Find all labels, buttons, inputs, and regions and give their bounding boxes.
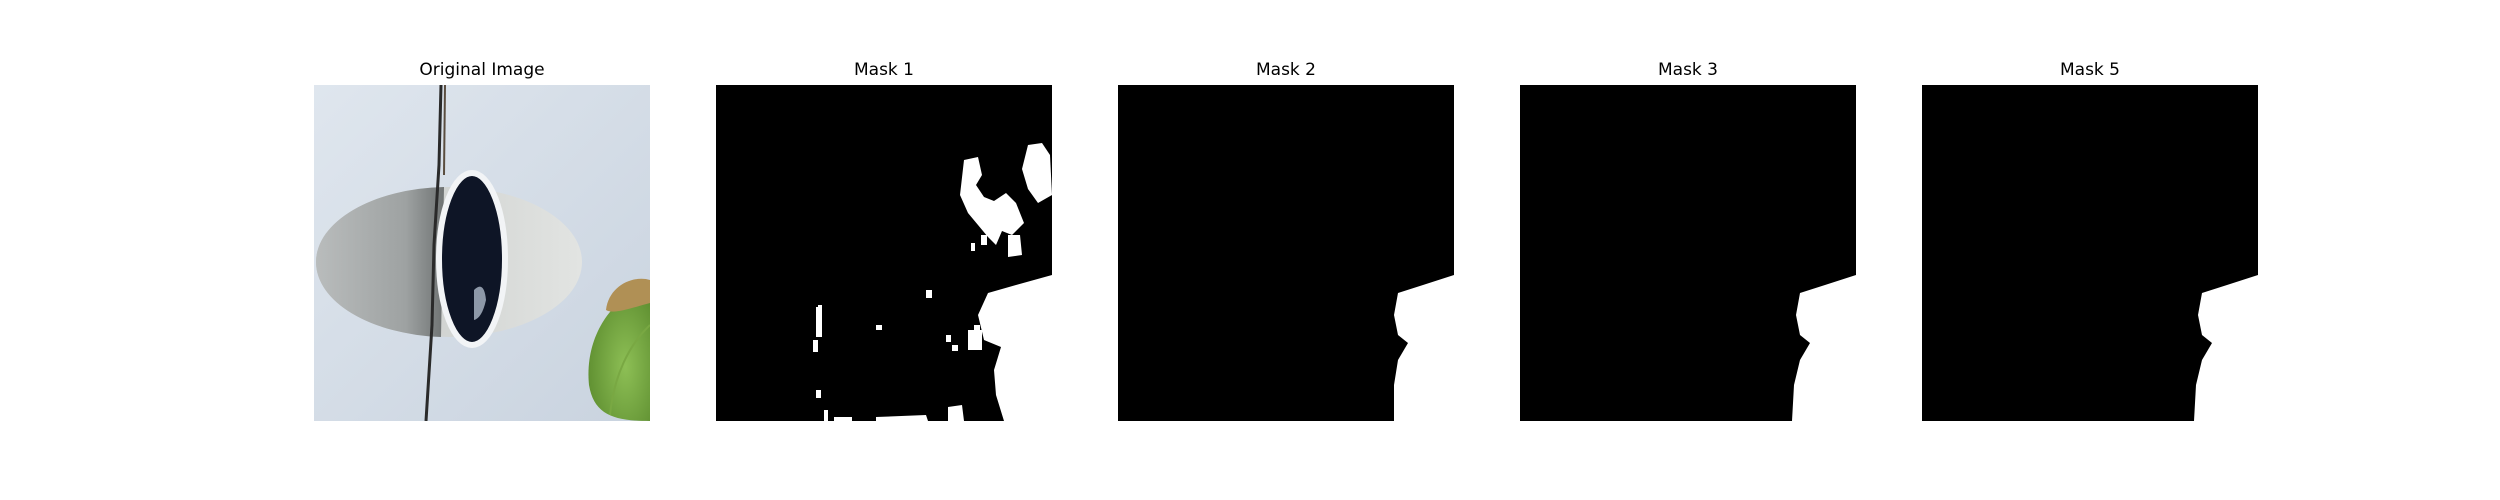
panel-title-mask-2: Mask 2 [1255,60,1316,80]
mask-5 [1922,85,2258,421]
mask-5-image [1922,85,2258,421]
panel-title-original: Original Image [419,60,545,80]
mask-1-image [716,85,1052,421]
mask-2-image [1118,85,1454,421]
original-image [314,85,650,421]
mask-2 [1118,85,1454,421]
original-image-photo [314,85,650,421]
panel-title-mask-3: Mask 3 [1657,60,1718,80]
mask-1 [716,85,1052,421]
mask-3 [1520,85,1856,421]
panel-title-mask-5: Mask 5 [2059,60,2120,80]
panel-title-mask-1: Mask 1 [853,60,914,80]
mask-3-image [1520,85,1856,421]
